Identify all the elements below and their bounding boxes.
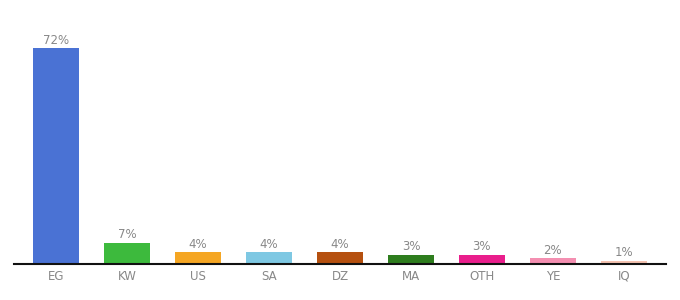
Text: 1%: 1% — [615, 247, 633, 260]
Bar — [317, 252, 363, 264]
Bar — [175, 252, 221, 264]
Text: 4%: 4% — [260, 238, 278, 250]
Text: 3%: 3% — [402, 241, 420, 254]
Bar — [33, 48, 80, 264]
Text: 2%: 2% — [543, 244, 562, 256]
Text: 4%: 4% — [330, 238, 350, 250]
Bar — [246, 252, 292, 264]
Bar — [459, 255, 505, 264]
Bar — [600, 261, 647, 264]
Text: 3%: 3% — [473, 241, 491, 254]
Text: 4%: 4% — [189, 238, 207, 250]
Text: 72%: 72% — [43, 34, 69, 46]
Text: 7%: 7% — [118, 229, 137, 242]
Bar — [388, 255, 434, 264]
Bar — [104, 243, 150, 264]
Bar — [530, 258, 576, 264]
